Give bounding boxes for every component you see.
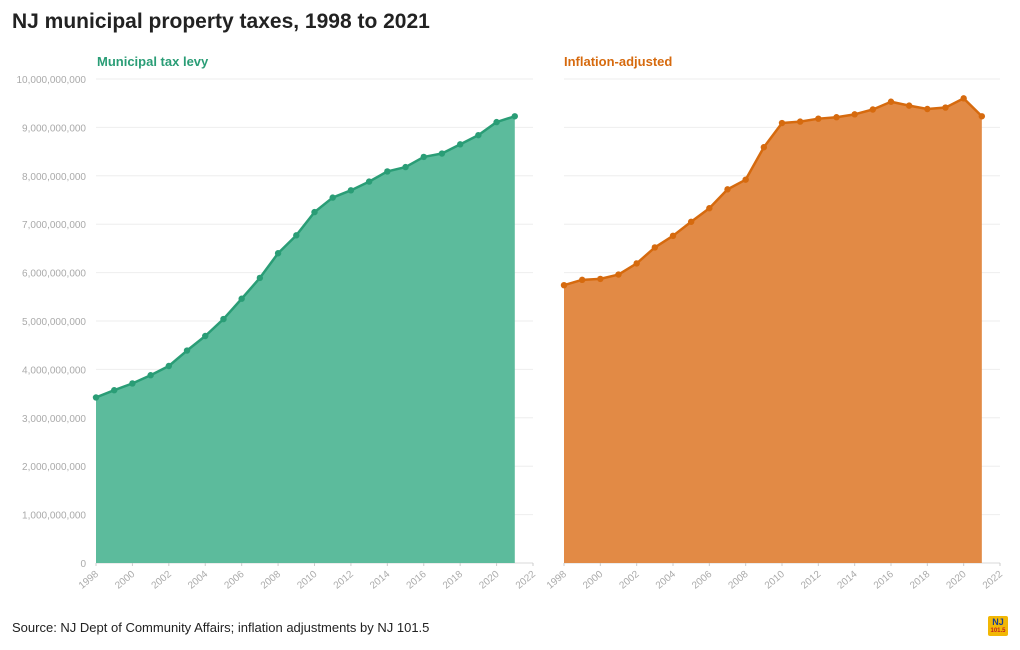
- x-tick-label: 2012: [332, 569, 356, 592]
- logo-text-nj: NJ: [992, 617, 1004, 627]
- x-tick-label: 2010: [295, 569, 319, 592]
- data-point: [220, 315, 227, 323]
- data-point: [978, 113, 986, 120]
- x-tick-label: 2016: [872, 569, 896, 592]
- x-tick-label: 2008: [259, 569, 283, 592]
- data-point: [960, 95, 967, 102]
- data-point: [669, 232, 677, 240]
- data-point: [651, 244, 659, 251]
- x-tick-label: 2002: [617, 569, 641, 592]
- panel-title: Municipal tax levy: [97, 54, 209, 69]
- x-tick-label: 2000: [581, 569, 605, 592]
- data-point: [493, 118, 500, 126]
- data-point: [706, 205, 713, 212]
- panel-title: Inflation-adjusted: [564, 54, 672, 69]
- data-point: [456, 141, 464, 148]
- chart-panel-inflation-adjusted: 1998 2000 2002 2004 2006 2008 2010 2012 2014 2016…: [545, 54, 1005, 592]
- data-point: [742, 176, 749, 183]
- data-point: [778, 119, 786, 127]
- nj1015-logo: NJ 101.5: [988, 616, 1008, 636]
- data-point: [402, 163, 409, 171]
- data-point: [815, 115, 822, 122]
- x-tick-label: 2000: [113, 569, 137, 592]
- y-tick-label: 4,000,000,000: [22, 365, 86, 376]
- y-tick-label: 5,000,000,000: [22, 317, 86, 328]
- data-point: [475, 131, 482, 139]
- data-point: [833, 114, 840, 121]
- data-point: [238, 295, 245, 302]
- y-tick-label: 7,000,000,000: [22, 220, 86, 231]
- x-tick-label: 2018: [441, 569, 465, 592]
- chart-panel-municipal-levy: 0 1,000,000,000 2,000,000,000 3,000,000,000…: [16, 54, 538, 592]
- x-tick-label: 2020: [944, 569, 968, 592]
- data-point: [274, 250, 282, 257]
- y-tick-label: 0: [80, 559, 86, 570]
- data-point: [633, 260, 640, 267]
- x-tick-label: 2004: [186, 569, 210, 592]
- y-tick-label: 10,000,000,000: [16, 75, 86, 86]
- x-tick-label: 2002: [150, 569, 174, 592]
- y-tick-label: 9,000,000,000: [22, 123, 86, 134]
- data-point: [183, 347, 191, 354]
- data-point: [578, 276, 586, 284]
- data-point: [347, 187, 355, 194]
- data-point: [560, 281, 568, 289]
- x-tick-label: 2022: [514, 569, 538, 592]
- data-point: [111, 387, 118, 394]
- data-point: [942, 104, 949, 111]
- data-point: [165, 362, 173, 370]
- data-point: [851, 111, 858, 118]
- data-point: [129, 380, 136, 387]
- x-tick-label: 2006: [690, 569, 714, 592]
- data-point: [724, 186, 731, 193]
- x-tick-label: 2004: [654, 569, 678, 592]
- source-note: Source: NJ Dept of Community Affairs; in…: [12, 620, 430, 635]
- data-point: [615, 271, 622, 278]
- x-tick-label: 2006: [222, 569, 246, 592]
- data-point: [438, 150, 446, 157]
- data-point: [329, 194, 336, 201]
- y-tick-label: 6,000,000,000: [22, 269, 86, 280]
- data-point: [905, 102, 913, 109]
- x-tick-label: 2020: [477, 569, 501, 592]
- y-tick-label: 3,000,000,000: [22, 414, 86, 425]
- data-point: [256, 274, 264, 282]
- data-point: [384, 168, 391, 175]
- x-tick-label: 2010: [763, 569, 787, 592]
- x-tick-label: 2012: [799, 569, 823, 592]
- data-point: [869, 106, 877, 113]
- x-tick-label: 2016: [405, 569, 429, 592]
- page-title: NJ municipal property taxes, 1998 to 202…: [12, 10, 430, 33]
- x-tick-label: 2022: [981, 569, 1005, 592]
- data-point: [597, 275, 604, 283]
- x-tick-label: 2008: [726, 569, 750, 592]
- logo-text-101-5: 101.5: [990, 628, 1006, 634]
- area-fill: [564, 98, 982, 564]
- y-tick-label: 2,000,000,000: [22, 462, 86, 473]
- data-point: [420, 153, 427, 161]
- x-tick-label: 2014: [368, 569, 392, 592]
- data-point: [687, 218, 695, 225]
- data-point: [924, 105, 931, 113]
- x-tick-label: 2018: [908, 569, 932, 592]
- series-line: [95, 115, 516, 399]
- data-point: [202, 332, 209, 340]
- data-point: [760, 144, 768, 151]
- data-point: [887, 98, 895, 105]
- x-tick-label: 2014: [835, 569, 859, 592]
- data-point: [293, 232, 300, 239]
- data-point: [147, 372, 154, 379]
- data-point: [796, 118, 804, 125]
- y-tick-label: 1,000,000,000: [22, 511, 86, 522]
- x-tick-label: 1998: [77, 569, 101, 592]
- data-point: [311, 208, 318, 216]
- x-tick-label: 1998: [545, 569, 569, 592]
- y-tick-label: 8,000,000,000: [22, 172, 86, 183]
- data-point: [92, 394, 100, 401]
- data-point: [511, 113, 518, 120]
- data-point: [365, 178, 373, 185]
- area-fill: [96, 116, 515, 563]
